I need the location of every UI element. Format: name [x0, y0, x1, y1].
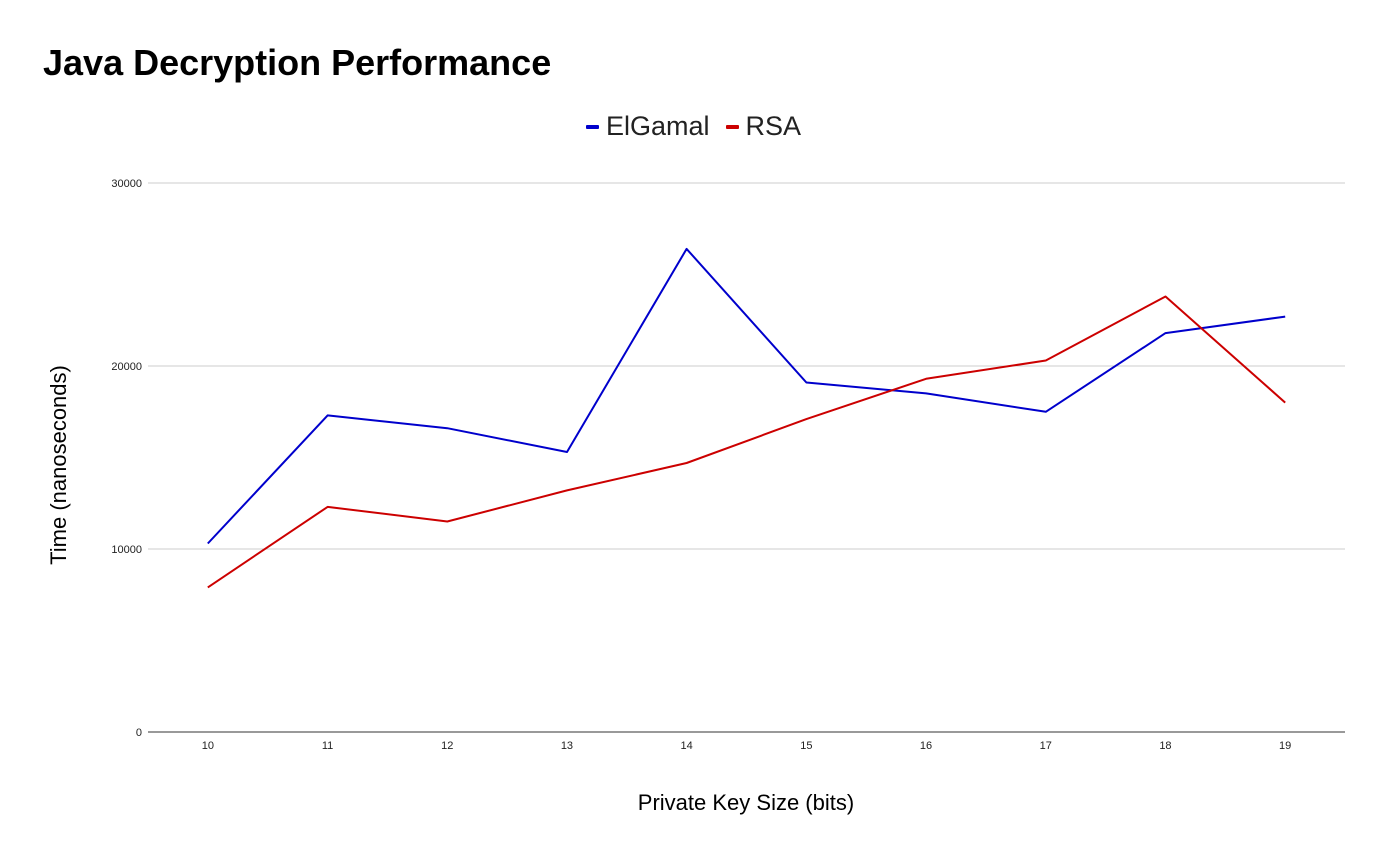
chart-title: Java Decryption Performance [43, 42, 552, 83]
x-tick-label: 16 [920, 740, 932, 752]
x-tick-label: 17 [1040, 740, 1052, 752]
legend: ElGamal RSA [0, 113, 1387, 140]
gridlines [148, 182, 1345, 733]
y-tick-label: 10000 [111, 544, 142, 556]
legend-swatch-rsa [725, 124, 739, 129]
y-axis-ticks: 0 10000 20000 30000 [111, 178, 142, 739]
y-tick-label: 30000 [111, 178, 142, 190]
series-line-rsa [207, 295, 1286, 589]
x-tick-label: 11 [322, 740, 333, 752]
legend-item-rsa: RSA [725, 111, 802, 141]
series-lines [207, 247, 1286, 589]
legend-item-elgamal: ElGamal [585, 111, 710, 141]
x-tick-label: 15 [800, 740, 812, 752]
x-tick-label: 12 [441, 740, 453, 752]
x-tick-label: 10 [202, 740, 214, 752]
y-axis-title: Time (nanoseconds) [46, 365, 71, 565]
x-tick-label: 18 [1159, 740, 1171, 752]
legend-label-elgamal: ElGamal [605, 111, 710, 141]
y-tick-label: 0 [136, 727, 142, 739]
x-axis-ticks: 10 11 12 13 14 15 16 17 18 19 [202, 740, 1292, 752]
legend-label-rsa: RSA [745, 111, 802, 141]
series-line-elgamal [207, 247, 1286, 545]
x-axis-title: Private Key Size (bits) [638, 790, 854, 815]
x-tick-label: 13 [561, 740, 573, 752]
x-tick-label: 14 [681, 740, 693, 752]
y-tick-label: 20000 [111, 361, 142, 373]
x-tick-label: 19 [1279, 740, 1291, 752]
legend-swatch-elgamal [585, 124, 599, 129]
